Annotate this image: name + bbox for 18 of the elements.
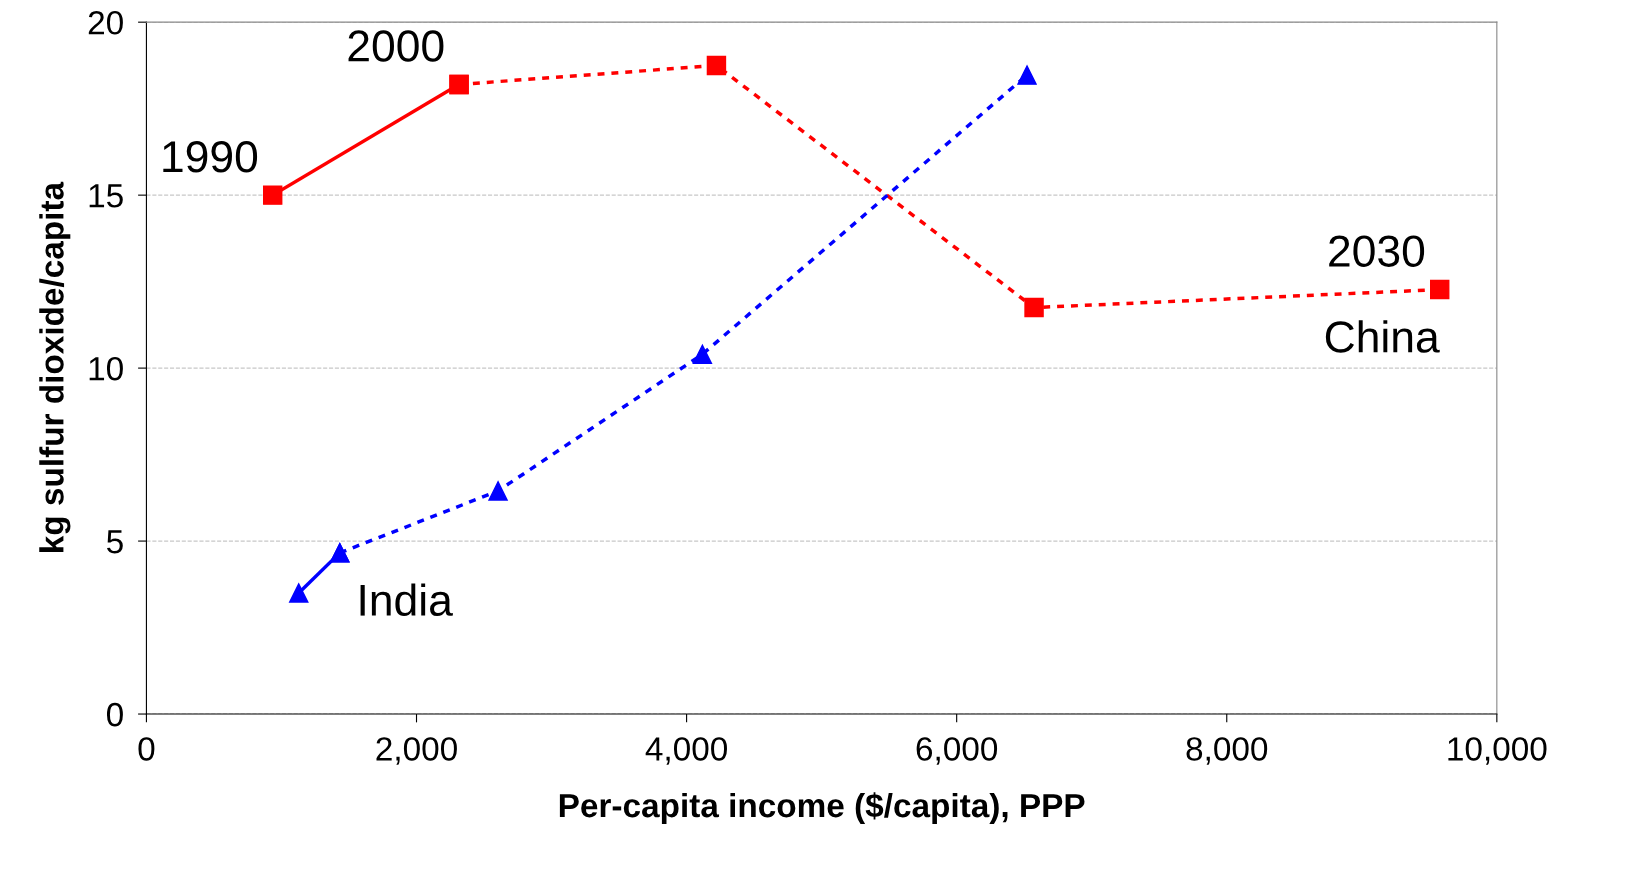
x-tick-label: 4,000 <box>645 737 727 765</box>
series-label: India <box>360 583 453 617</box>
y-tick-label: 20 <box>88 10 123 35</box>
x-tick-label: 0 <box>138 737 155 761</box>
y-axis-title: kg sulfur dioxide/capita <box>39 181 71 552</box>
annotation: 2000 <box>348 30 444 62</box>
annotation: 2030 <box>1329 235 1425 267</box>
y-tick-label: 5 <box>107 530 123 554</box>
annotation: 1990 <box>163 140 258 173</box>
x-tick-label: 8,000 <box>1186 737 1268 765</box>
x-tick-label: 6,000 <box>916 737 998 765</box>
y-tick-label: 0 <box>106 702 123 727</box>
y-tick-label: 10 <box>89 356 123 381</box>
y-tick-label: 15 <box>89 184 123 208</box>
x-tick-label: 2,000 <box>376 737 457 765</box>
x-axis-title: Per-capita income ($/capita), PPP <box>559 792 1085 824</box>
series-label: China <box>1325 320 1440 353</box>
x-tick-label: 10,000 <box>1448 737 1547 765</box>
